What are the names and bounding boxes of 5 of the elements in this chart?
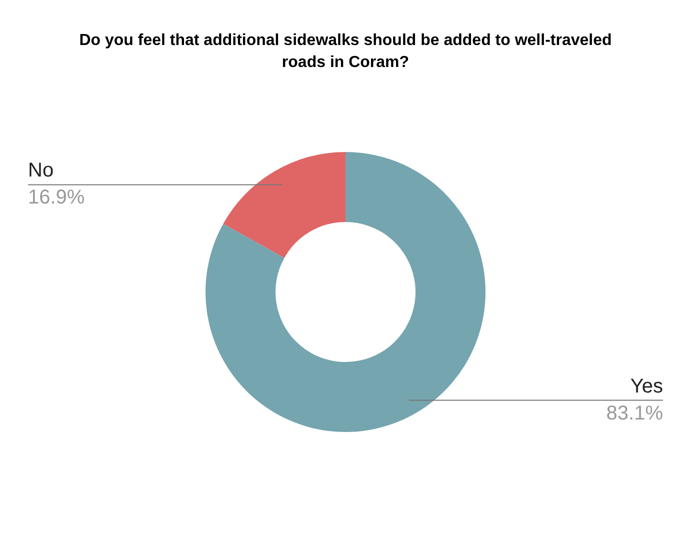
slice-label: Yes (630, 375, 663, 398)
data-label: 83.1% (606, 402, 664, 424)
data-label: 16.9% (28, 186, 85, 209)
slice-label: No (28, 160, 54, 182)
chart-title: Do you feel that additional sidewalks should be added to well-traveled roads in Coram? (78, 31, 613, 73)
